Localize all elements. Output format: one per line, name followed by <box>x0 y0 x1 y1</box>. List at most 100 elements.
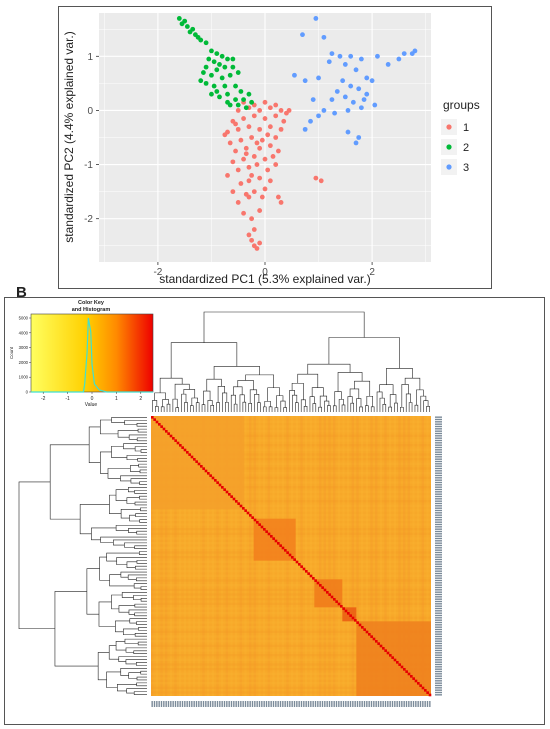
column-label <box>167 701 170 707</box>
row-label <box>435 619 442 621</box>
row-label <box>435 514 442 516</box>
heatmap-diagonal-cell <box>172 437 175 440</box>
heatmap-row-band <box>151 458 431 461</box>
column-label <box>163 701 165 707</box>
point-group-1 <box>246 164 252 170</box>
dendrogram-branch <box>300 399 306 412</box>
column-label <box>177 701 179 707</box>
column-label <box>193 701 195 707</box>
heatmap-diagonal-cell <box>351 616 355 620</box>
dendrogram-branch <box>170 342 238 379</box>
heatmap-diagonal-cell <box>412 677 415 680</box>
heatmap-col-band <box>309 416 312 696</box>
heatmap-diagonal-cell <box>377 642 380 645</box>
dendrogram-branch <box>257 402 261 412</box>
heatmap-diagonal-cell <box>328 593 331 596</box>
heatmap-diagonal-cell <box>267 532 271 536</box>
point-group-1 <box>241 156 246 162</box>
heatmap-col-band <box>319 416 322 696</box>
dendrogram-branch <box>133 691 147 695</box>
dendrogram-branch <box>136 662 147 666</box>
dendrogram-branch <box>111 594 123 610</box>
heatmap-diagonal-cell <box>237 502 240 505</box>
column-label <box>361 701 363 707</box>
point-group-1 <box>233 148 238 154</box>
point-group-3 <box>348 53 354 59</box>
heatmap-row-band <box>151 476 431 479</box>
dendrogram-branch <box>125 647 147 653</box>
point-group-1 <box>257 175 263 181</box>
column-label <box>268 701 270 707</box>
dendrogram-branch <box>91 527 117 541</box>
heatmap-diagonal-cell <box>258 523 261 526</box>
heatmap-col-band <box>244 416 247 696</box>
dendrogram-branch <box>135 513 147 517</box>
heatmap-diagonal-cell <box>207 472 210 475</box>
dendrogram-branch <box>388 406 392 412</box>
dendrogram-branch <box>420 395 427 412</box>
dendrogram-branch <box>154 392 166 401</box>
heatmap-diagonal-cell <box>349 614 352 617</box>
dendrogram-branch <box>172 398 178 412</box>
heatmap-col-band <box>160 416 163 696</box>
pca-scatter-plot: -2 0 2 -2 -1 0 1 standardized PC1 (5.3% explai… <box>62 13 480 286</box>
heatmap-col-band <box>333 416 336 696</box>
dendrogram-branch <box>207 400 213 412</box>
heatmap-col-band <box>221 416 224 696</box>
column-label <box>380 701 382 707</box>
point-group-1 <box>251 227 257 232</box>
point-group-1 <box>249 216 255 222</box>
dendrogram-branch <box>140 449 147 453</box>
heatmap-diagonal-cell <box>314 579 317 582</box>
dendrogram-branch <box>118 656 147 663</box>
heatmap-diagonal-cell <box>403 668 406 671</box>
heatmap-diagonal-cell <box>372 637 376 641</box>
point-group-1 <box>278 200 284 205</box>
point-group-1 <box>257 145 263 151</box>
heatmap-diagonal-cell <box>232 497 236 501</box>
heatmap-row-band <box>151 602 431 605</box>
point-group-1 <box>267 143 273 149</box>
heatmap-diagonal-cell <box>298 563 301 566</box>
heatmap-diagonal-cell <box>190 455 194 459</box>
x-tick-label: 2 <box>369 267 375 278</box>
row-label <box>435 575 442 577</box>
point-group-3 <box>340 78 346 84</box>
dendrogram-branch <box>100 451 112 474</box>
heatmap-diagonal-cell <box>202 467 205 470</box>
row-label <box>435 418 442 421</box>
heatmap-diagonal-cell <box>293 558 296 561</box>
row-label <box>435 677 442 680</box>
row-label <box>435 689 442 691</box>
heatmap-col-band <box>183 416 186 696</box>
point-group-1 <box>273 113 279 119</box>
dendrogram-branch <box>289 390 295 412</box>
dendrogram-branch <box>111 417 147 423</box>
dendrogram-branch <box>309 396 315 412</box>
dendrogram-branch <box>126 688 147 694</box>
column-label <box>349 701 352 707</box>
heatmap-row-band <box>151 588 431 591</box>
heatmap-diagonal-cell <box>253 518 257 522</box>
point-group-1 <box>235 200 241 205</box>
legend-key-group-3 <box>446 164 452 170</box>
point-group-3 <box>313 16 319 21</box>
point-group-2 <box>198 78 204 84</box>
column-label <box>314 701 317 707</box>
point-group-1 <box>249 172 255 178</box>
dendrogram-branch <box>115 641 126 651</box>
color-key-ylabel: Count <box>9 346 14 359</box>
dendrogram-branch <box>405 393 411 412</box>
heatmap-row-band <box>151 490 431 493</box>
row-label <box>435 666 442 668</box>
dendrogram-branch <box>416 389 424 406</box>
legend-key-group-2 <box>446 144 452 150</box>
heatmap-diagonal-cell <box>347 612 350 615</box>
column-label <box>359 701 361 707</box>
heatmap-col-band <box>323 416 326 696</box>
legend-key-group-1 <box>446 124 452 130</box>
column-labels <box>151 701 431 707</box>
heatmap-col-band <box>379 416 382 696</box>
dendrogram-branch <box>332 405 337 412</box>
column-label <box>296 701 298 707</box>
